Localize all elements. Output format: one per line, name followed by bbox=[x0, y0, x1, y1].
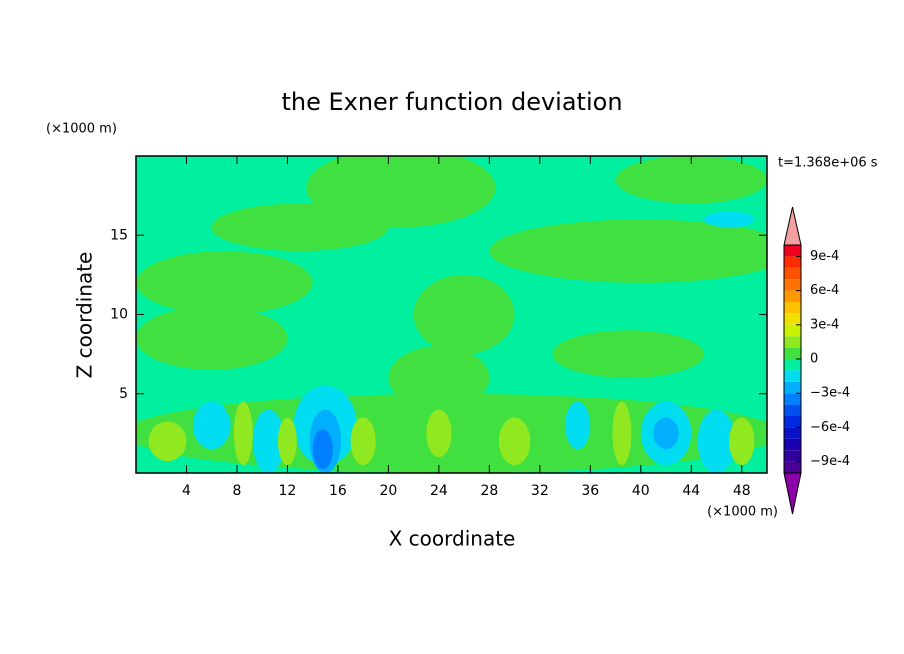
contour-region bbox=[729, 417, 755, 466]
contour-region bbox=[192, 401, 231, 450]
colorbar-band bbox=[784, 381, 801, 394]
x-tick-label: 28 bbox=[480, 483, 498, 499]
contour-region bbox=[277, 417, 297, 466]
contour-region bbox=[489, 219, 767, 283]
contour-region bbox=[252, 409, 285, 473]
colorbar-band bbox=[784, 302, 801, 314]
x-tick-label: 40 bbox=[632, 483, 650, 499]
x-axis-label: X coordinate bbox=[389, 527, 516, 551]
colorbar-band bbox=[784, 438, 801, 451]
contour-region bbox=[211, 203, 389, 252]
colorbar-band bbox=[784, 279, 801, 291]
colorbar-tick-label: 9e-4 bbox=[810, 249, 839, 264]
x-tick-label: 8 bbox=[232, 483, 241, 499]
y-unit: (×1000 m) bbox=[46, 122, 117, 137]
x-tick-label: 4 bbox=[182, 483, 191, 499]
colorbar-band bbox=[784, 393, 801, 405]
chart-title: the Exner function deviation bbox=[281, 88, 622, 116]
contour-region bbox=[697, 409, 736, 473]
colorbar-band bbox=[784, 245, 801, 257]
colorbar-band bbox=[784, 359, 801, 371]
contour-region bbox=[498, 417, 531, 466]
colorbar-band bbox=[784, 416, 801, 428]
x-tick-label: 16 bbox=[329, 483, 347, 499]
contour-region bbox=[565, 401, 591, 450]
colorbar-band bbox=[784, 313, 801, 325]
colorbar-band bbox=[784, 267, 801, 280]
contour-region bbox=[233, 401, 253, 466]
contour-region bbox=[136, 306, 288, 370]
colorbar-band bbox=[784, 427, 801, 439]
colorbar-tick-label: 0 bbox=[810, 352, 818, 367]
contour-region bbox=[612, 401, 632, 466]
contour-region bbox=[148, 421, 187, 462]
colorbar-under bbox=[783, 472, 802, 515]
contour-region bbox=[703, 211, 755, 228]
x-tick-label: 32 bbox=[531, 483, 549, 499]
colorbar-band bbox=[784, 461, 801, 473]
colorbar-band bbox=[784, 336, 801, 348]
x-tick-label: 24 bbox=[430, 483, 448, 499]
contour-region bbox=[426, 409, 452, 458]
colorbar-band bbox=[784, 324, 801, 337]
x-unit: (×1000 m) bbox=[707, 505, 778, 520]
colorbar-tick-label: −3e-4 bbox=[810, 386, 850, 401]
contour-region bbox=[615, 156, 767, 204]
contour-region bbox=[312, 429, 333, 470]
axes: 4 8 12 16 20 24 28 32 36 40 44 48510159e-46e-43e-40… bbox=[110, 155, 850, 515]
colorbar-band bbox=[784, 450, 801, 462]
y-tick-label: 5 bbox=[119, 386, 128, 402]
x-tick-label: 20 bbox=[379, 483, 397, 499]
contour-field bbox=[136, 156, 767, 473]
colorbar-band bbox=[784, 290, 801, 302]
colorbar-tick-label: 6e-4 bbox=[810, 283, 839, 298]
y-tick-label: 15 bbox=[110, 227, 128, 243]
contour-region bbox=[136, 251, 313, 315]
contour-region bbox=[413, 274, 515, 355]
time-annotation: t=1.368e+06 s bbox=[778, 156, 878, 171]
contour-region bbox=[388, 346, 490, 410]
contour-region bbox=[552, 330, 704, 378]
x-tick-label: 48 bbox=[733, 483, 751, 499]
contour-region bbox=[653, 417, 679, 450]
colorbar-tick-label: 3e-4 bbox=[810, 317, 839, 332]
colorbar-band bbox=[784, 404, 801, 416]
colorbar-band bbox=[784, 347, 801, 359]
x-tick-label: 36 bbox=[581, 483, 599, 499]
y-axis-label: Z coordinate bbox=[73, 252, 97, 379]
colorbar-over bbox=[783, 206, 802, 246]
colorbar-band bbox=[784, 370, 801, 382]
contour-region bbox=[350, 417, 376, 466]
colorbar-tick-label: −9e-4 bbox=[810, 454, 850, 469]
colorbar-band bbox=[784, 256, 801, 268]
colorbar-tick-label: −6e-4 bbox=[810, 420, 850, 435]
x-tick-label: 12 bbox=[279, 483, 297, 499]
y-tick-label: 10 bbox=[110, 307, 128, 323]
x-tick-label: 44 bbox=[682, 483, 700, 499]
